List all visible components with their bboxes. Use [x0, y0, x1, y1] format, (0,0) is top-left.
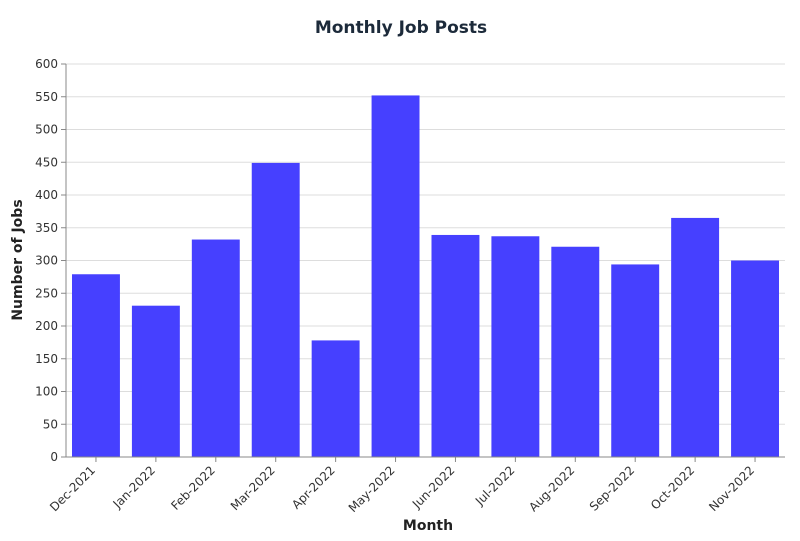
x-tick-label: May-2022 — [346, 463, 398, 515]
bar — [611, 264, 660, 457]
y-tick-label: 400 — [35, 188, 58, 202]
y-tick-label: 250 — [35, 286, 58, 300]
bar — [191, 239, 240, 457]
y-tick-label: 100 — [35, 385, 58, 399]
bar — [491, 236, 540, 457]
x-tick-label: Jan-2022 — [110, 463, 158, 511]
x-tick-label: Mar-2022 — [228, 463, 278, 513]
y-tick-label: 300 — [35, 254, 58, 268]
bar — [431, 234, 480, 457]
y-tick-label: 150 — [35, 352, 58, 366]
bar — [251, 162, 300, 457]
y-tick-label: 200 — [35, 319, 58, 333]
chart-title: Monthly Job Posts — [315, 18, 487, 38]
x-tick-label: Jun-2022 — [409, 463, 458, 512]
x-tick-label: Sep-2022 — [587, 463, 638, 514]
bar — [731, 260, 780, 457]
bar — [71, 274, 120, 457]
bars — [71, 95, 780, 457]
y-axis-title: Number of Jobs — [10, 199, 26, 320]
y-tick-label: 500 — [35, 123, 58, 137]
y-tick-label: 600 — [35, 57, 58, 71]
y-tick-label: 450 — [35, 155, 58, 169]
y-tick-label: 350 — [35, 221, 58, 235]
x-axis: Dec-2021 Jan-2022 Feb-2022 Mar-2022 Apr-2022… — [47, 456, 785, 515]
y-tick-label: 50 — [43, 417, 58, 431]
x-tick-label: Feb-2022 — [168, 463, 218, 513]
bar — [311, 340, 360, 457]
y-tick-label: 550 — [35, 90, 58, 104]
x-tick-label: Dec-2021 — [47, 463, 98, 514]
x-axis-title: Month — [403, 518, 453, 534]
x-tick-label: Nov-2022 — [706, 463, 757, 514]
x-tick-label: Aug-2022 — [526, 463, 577, 514]
x-tick-label: Oct-2022 — [648, 463, 697, 512]
y-axis: 0 50 100 150 200 250 300 350 400 450 500 550 600 — [35, 57, 67, 464]
x-tick-label: Jul-2022 — [472, 463, 518, 509]
bar — [131, 305, 180, 457]
bar — [551, 246, 600, 457]
y-tick-label: 0 — [50, 450, 58, 464]
gridlines — [66, 63, 785, 425]
x-tick-label: Apr-2022 — [289, 463, 338, 512]
bar — [671, 217, 720, 457]
bar — [371, 95, 420, 457]
